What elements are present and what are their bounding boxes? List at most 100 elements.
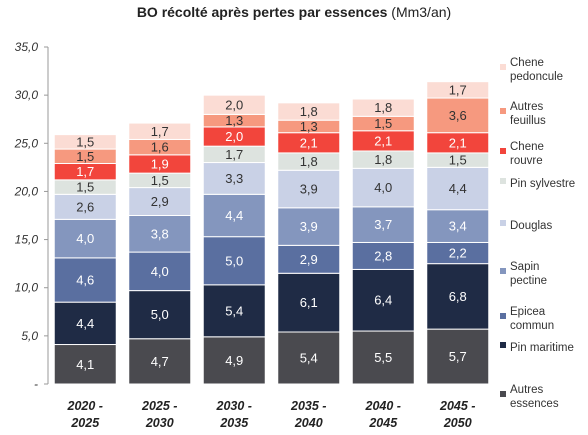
bar-segment-label: 3,4 bbox=[449, 219, 467, 234]
bar-segment-label: 2,9 bbox=[300, 252, 318, 267]
legend-swatch bbox=[500, 391, 506, 397]
y-tick-label: 10,0 bbox=[15, 281, 39, 295]
bar-segment bbox=[53, 134, 117, 150]
x-category-label: 2025 - bbox=[141, 399, 177, 413]
bar-segment-label: 6,8 bbox=[449, 289, 467, 304]
legend-label: feuillus bbox=[510, 115, 546, 127]
x-category-label: 2050 bbox=[443, 416, 472, 430]
bar-segment bbox=[426, 263, 490, 330]
bar-segment bbox=[351, 206, 415, 243]
x-category-label: 2025 bbox=[70, 416, 100, 430]
bar-segment-label: 4,0 bbox=[374, 180, 392, 195]
bar-segment-label: 1,8 bbox=[374, 152, 392, 167]
bar-segment-label: 3,7 bbox=[374, 217, 392, 232]
bar-segment-label: 4,1 bbox=[76, 357, 94, 372]
bar-segment-label: 4,4 bbox=[449, 181, 467, 196]
bar-segment-label: 4,0 bbox=[76, 231, 94, 246]
bar-segment bbox=[202, 94, 266, 115]
bar-segment-label: 1,7 bbox=[151, 124, 169, 139]
bar-segment bbox=[277, 102, 341, 121]
bar-segment-label: 2,8 bbox=[374, 248, 392, 263]
bar-segment-label: 3,9 bbox=[300, 182, 318, 197]
bar-segment bbox=[128, 215, 192, 253]
legend-label: Sapin bbox=[510, 261, 539, 273]
bar-segment-label: 1,8 bbox=[300, 104, 318, 119]
bar-segment bbox=[53, 301, 117, 346]
bar-segment bbox=[277, 272, 341, 333]
bar-segment-label: 1,5 bbox=[151, 173, 169, 188]
legend-label: Autres bbox=[510, 384, 543, 396]
bar-segment bbox=[53, 344, 117, 385]
legend-swatch bbox=[500, 108, 506, 114]
bar-segment bbox=[128, 122, 192, 140]
bar-segment-label: 1,5 bbox=[76, 149, 94, 164]
bar-segment-label: 1,8 bbox=[374, 100, 392, 115]
bar-segment-label: 1,3 bbox=[225, 113, 243, 128]
bar-segment-label: 1,5 bbox=[374, 116, 392, 131]
y-tick-label: 20,0 bbox=[14, 184, 39, 198]
y-tick-label: 15,0 bbox=[15, 233, 39, 247]
bar-segment-label: 2,6 bbox=[76, 199, 94, 214]
y-tick-label: - bbox=[34, 377, 38, 391]
bar-segment bbox=[53, 257, 117, 303]
legend-label: Autres bbox=[510, 101, 543, 113]
bar-segment-label: 1,7 bbox=[449, 82, 467, 97]
legend-swatch bbox=[500, 342, 506, 348]
bar-segment-label: 1,7 bbox=[225, 147, 243, 162]
legend-label: rouvre bbox=[510, 155, 543, 167]
bar-segment-label: 2,1 bbox=[374, 133, 392, 148]
x-category-label: 2030 - bbox=[216, 399, 252, 413]
bar-segment bbox=[277, 169, 341, 209]
bar-segment-label: 1,7 bbox=[76, 164, 94, 179]
bar-segment-label: 6,1 bbox=[300, 295, 318, 310]
legend-label: pedoncule bbox=[510, 71, 563, 83]
bar-segment-label: 4,7 bbox=[151, 354, 169, 369]
legend-swatch bbox=[500, 268, 506, 274]
bar-segment-label: 4,4 bbox=[76, 316, 94, 331]
bar-segment-label: 2,1 bbox=[449, 135, 467, 150]
bar-segment-label: 1,9 bbox=[151, 156, 169, 171]
bar-segment bbox=[202, 284, 266, 338]
bar-segment-label: 2,2 bbox=[449, 246, 467, 261]
x-category-label: 2045 bbox=[368, 416, 398, 430]
chart-title-unit: (Mm3/an) bbox=[391, 4, 452, 20]
x-category-label: 2045 - bbox=[439, 399, 475, 413]
legend-label: Pin sylvestre bbox=[510, 178, 575, 190]
legend-swatch bbox=[500, 220, 506, 226]
legend-label: Chene bbox=[510, 57, 544, 69]
bar-segment-label: 1,5 bbox=[76, 134, 94, 149]
bar-segment-label: 1,6 bbox=[151, 140, 169, 155]
legend-label: commun bbox=[510, 320, 554, 332]
bar-segment bbox=[277, 331, 341, 385]
bar-segment-label: 1,8 bbox=[300, 154, 318, 169]
bar-segment-label: 4,9 bbox=[225, 353, 243, 368]
bar-segment bbox=[128, 187, 192, 217]
bar-segment-label: 4,6 bbox=[76, 273, 94, 288]
bar-segment bbox=[128, 338, 192, 385]
bar-segment-label: 5,0 bbox=[225, 253, 243, 268]
x-category-label: 2035 bbox=[219, 416, 249, 430]
legend-label: essences bbox=[510, 398, 559, 410]
bar-segment-label: 2,1 bbox=[300, 135, 318, 150]
bar-segment-label: 3,3 bbox=[225, 171, 243, 186]
legend-swatch bbox=[500, 64, 506, 70]
bar-segment-label: 5,0 bbox=[151, 307, 169, 322]
bar-segment bbox=[351, 330, 415, 385]
bar-segment bbox=[426, 81, 490, 99]
legend-swatch bbox=[500, 178, 506, 184]
x-category-label: 2020 - bbox=[67, 399, 103, 413]
bar-segment bbox=[426, 328, 490, 385]
legend-swatch bbox=[500, 148, 506, 154]
bar-segment-label: 2,9 bbox=[151, 194, 169, 209]
bar-segment bbox=[277, 207, 341, 246]
bar-segment-label: 5,7 bbox=[449, 349, 467, 364]
x-category-label: 2030 bbox=[145, 416, 174, 430]
bar-segment bbox=[351, 167, 415, 208]
legend-label: Epicea bbox=[510, 306, 546, 318]
bar-segment bbox=[128, 251, 192, 292]
bar-segment bbox=[426, 97, 490, 134]
bar-segment-label: 2,0 bbox=[225, 129, 243, 144]
bar-segment bbox=[53, 218, 117, 259]
bar-segment-label: 4,0 bbox=[151, 264, 169, 279]
